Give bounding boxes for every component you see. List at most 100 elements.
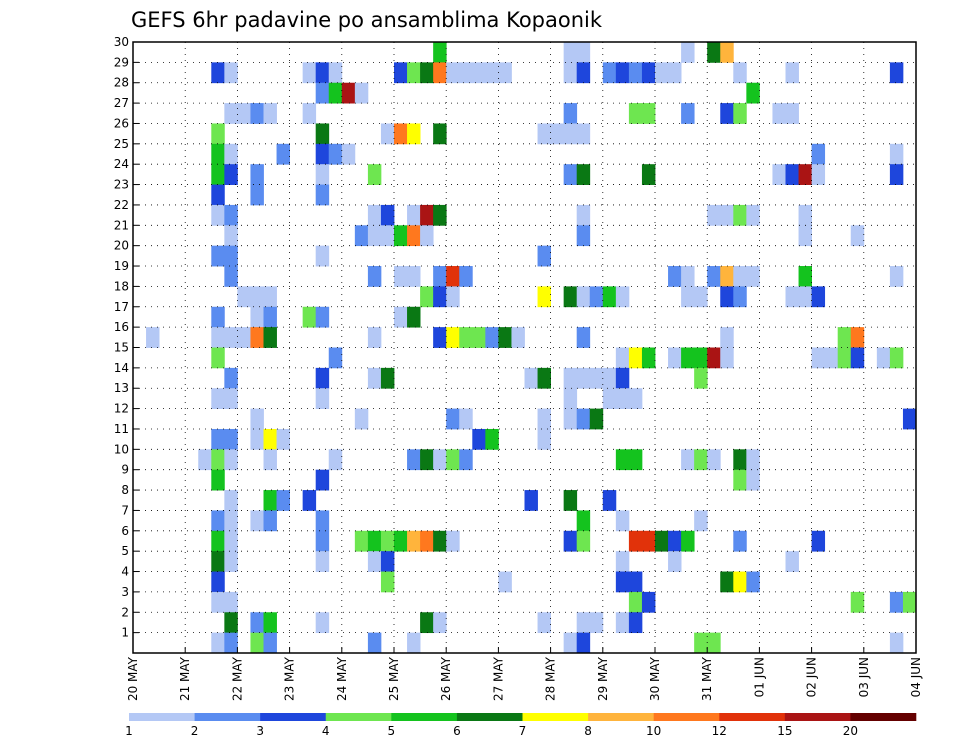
legend-label: 1 — [125, 724, 133, 738]
heatmap-cell — [328, 449, 343, 471]
heatmap-cell — [263, 286, 277, 308]
heatmap-cell — [537, 245, 551, 267]
heatmap-cell — [681, 103, 695, 124]
heatmap-cell — [485, 62, 499, 84]
heatmap-cell — [433, 123, 447, 145]
heatmap-cell — [407, 225, 421, 247]
legend-swatch — [719, 713, 786, 721]
heatmap-cell — [850, 347, 865, 369]
legend-swatch — [784, 713, 851, 721]
heatmap-cell — [602, 62, 617, 84]
heatmap-cell — [746, 82, 760, 104]
heatmap-cell — [446, 408, 460, 430]
heatmap-cell — [628, 571, 643, 593]
heatmap-cell — [498, 62, 512, 84]
heatmap-cell — [211, 449, 225, 471]
heatmap-cell — [224, 388, 238, 409]
heatmap-cell — [263, 306, 277, 328]
heatmap-cell — [420, 530, 434, 552]
heatmap-cell — [224, 143, 238, 165]
heatmap-cell — [694, 367, 708, 389]
heatmap-cell — [746, 571, 760, 593]
heatmap-cell — [563, 367, 578, 389]
heatmap-cell — [694, 510, 708, 532]
heatmap-cell — [224, 591, 238, 613]
x-date-label: 27 MAY — [491, 656, 505, 701]
heatmap-cell — [733, 469, 747, 491]
legend-swatch — [456, 713, 523, 721]
heatmap-cell — [889, 266, 904, 287]
legend-swatch — [260, 713, 327, 721]
heatmap-cell — [250, 164, 264, 185]
heatmap-cell — [380, 571, 395, 593]
heatmap-cell — [328, 82, 343, 104]
y-tick-label: 12 — [114, 402, 129, 416]
heatmap-cell — [407, 632, 421, 654]
heatmap-cell — [563, 632, 578, 654]
heatmap-cell — [889, 591, 904, 613]
y-tick-label: 8 — [121, 483, 129, 497]
heatmap-cell — [576, 123, 591, 145]
y-tick-label: 29 — [114, 55, 129, 69]
y-tick-label: 15 — [114, 341, 129, 355]
heatmap-cell — [641, 347, 656, 369]
heatmap-cell — [211, 530, 225, 552]
heatmap-cell — [563, 490, 578, 511]
heatmap-cell — [354, 530, 369, 552]
heatmap-cell — [772, 164, 786, 185]
heatmap-cell — [263, 103, 277, 124]
heatmap-cell — [902, 408, 917, 430]
heatmap-cell — [746, 469, 760, 491]
heatmap-cell — [733, 530, 747, 552]
heatmap-cell — [380, 530, 395, 552]
heatmap-cell — [681, 530, 695, 552]
heatmap-cell — [211, 591, 225, 613]
heatmap-cell — [537, 367, 551, 389]
y-tick-label: 19 — [114, 259, 129, 273]
heatmap-cell — [328, 62, 343, 84]
heatmap-cell — [602, 388, 617, 409]
heatmap-cell — [211, 632, 225, 654]
heatmap-cell — [563, 123, 578, 145]
heatmap-cell — [394, 62, 408, 84]
heatmap-cell — [876, 347, 891, 369]
y-tick-label: 2 — [121, 605, 129, 619]
heatmap-cell — [341, 82, 356, 104]
chart-title: GEFS 6hr padavine po ansamblima Kopaonik — [131, 8, 603, 32]
heatmap-cell — [263, 327, 277, 348]
heatmap-cell — [302, 306, 317, 328]
heatmap-cell — [576, 286, 591, 308]
legend-swatch — [325, 713, 392, 721]
heatmap-cell — [263, 428, 277, 450]
heatmap-cell — [537, 428, 551, 450]
y-tick-label: 1 — [121, 626, 129, 640]
legend-swatch — [129, 713, 195, 721]
heatmap-cell — [641, 62, 656, 84]
heatmap-cell — [367, 551, 382, 572]
heatmap-cell — [537, 286, 551, 308]
heatmap-cell — [250, 286, 264, 308]
heatmap-cell — [146, 327, 160, 348]
heatmap-cell — [785, 62, 799, 84]
heatmap-cell — [407, 204, 421, 226]
heatmap-cell — [798, 266, 812, 287]
heatmap-cell — [707, 449, 721, 471]
legend-swatch — [653, 713, 720, 721]
heatmap-cell — [785, 103, 799, 124]
heatmap-cell — [694, 286, 708, 308]
heatmap-cell — [746, 204, 760, 226]
heatmap-cell — [315, 143, 330, 165]
heatmap-cell — [576, 225, 591, 247]
heatmap-cell — [407, 306, 421, 328]
heatmap-cell — [628, 530, 643, 552]
heatmap-cell — [420, 449, 434, 471]
heatmap-cell — [733, 266, 747, 287]
heatmap-cell — [459, 62, 473, 84]
heatmap-cell — [615, 347, 630, 369]
y-tick-label: 17 — [114, 300, 129, 314]
heatmap-cell — [628, 62, 643, 84]
heatmap-cell — [433, 42, 447, 63]
heatmap-cell — [537, 408, 551, 430]
heatmap-cell — [668, 530, 682, 552]
heatmap-cell — [576, 510, 591, 532]
